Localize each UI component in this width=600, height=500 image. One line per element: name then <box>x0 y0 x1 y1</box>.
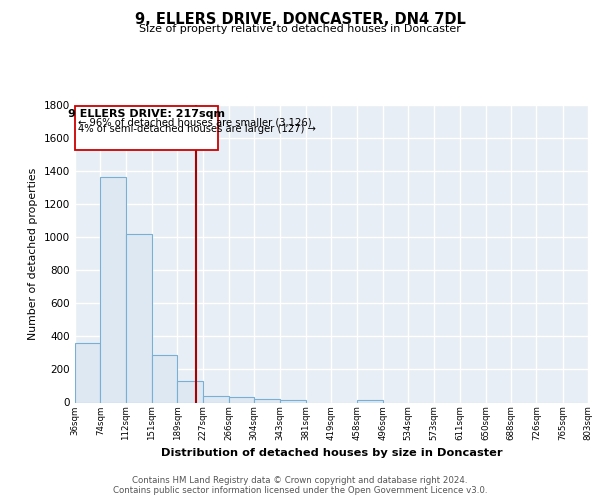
Text: Contains HM Land Registry data © Crown copyright and database right 2024.: Contains HM Land Registry data © Crown c… <box>132 476 468 485</box>
Bar <box>75 344 100 402</box>
Bar <box>203 396 229 402</box>
Bar <box>152 354 178 403</box>
Bar <box>229 396 254 402</box>
Bar <box>280 400 306 402</box>
Text: 9 ELLERS DRIVE: 217sqm: 9 ELLERS DRIVE: 217sqm <box>68 109 225 119</box>
Text: 9, ELLERS DRIVE, DONCASTER, DN4 7DL: 9, ELLERS DRIVE, DONCASTER, DN4 7DL <box>134 12 466 28</box>
Text: 4% of semi-detached houses are larger (127) →: 4% of semi-detached houses are larger (1… <box>79 124 316 134</box>
FancyBboxPatch shape <box>75 106 218 150</box>
Y-axis label: Number of detached properties: Number of detached properties <box>28 168 38 340</box>
Text: Size of property relative to detached houses in Doncaster: Size of property relative to detached ho… <box>139 24 461 34</box>
Bar <box>100 177 126 402</box>
Bar <box>126 234 152 402</box>
Bar <box>178 381 203 402</box>
Text: ← 96% of detached houses are smaller (3,126): ← 96% of detached houses are smaller (3,… <box>79 118 312 128</box>
X-axis label: Distribution of detached houses by size in Doncaster: Distribution of detached houses by size … <box>161 448 502 458</box>
Bar <box>254 399 280 402</box>
Bar <box>357 400 383 402</box>
Text: Contains public sector information licensed under the Open Government Licence v3: Contains public sector information licen… <box>113 486 487 495</box>
